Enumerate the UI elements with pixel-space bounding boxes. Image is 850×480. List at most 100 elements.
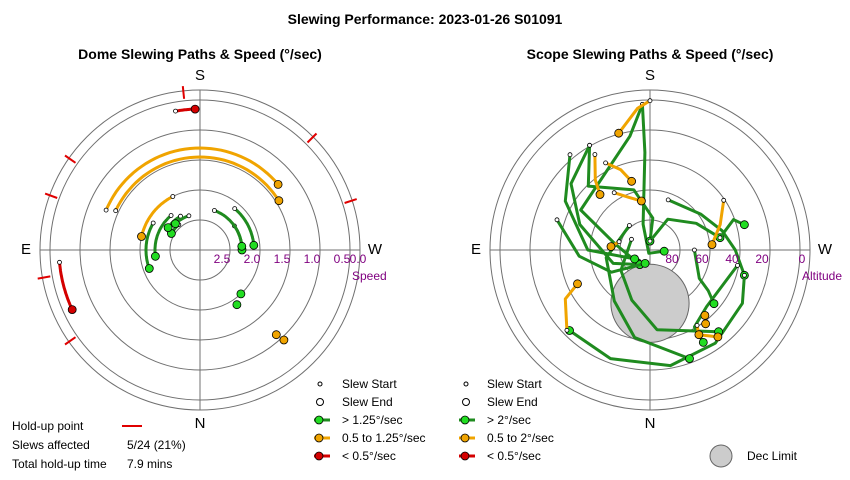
slew-end-point: [190, 104, 200, 114]
holdup-point: [344, 198, 358, 204]
legend-slew-end-marker: [462, 398, 470, 406]
scope-slew-paths: [554, 98, 749, 368]
dome-legend-medium: 0.5 to 1.25°/sec: [342, 431, 426, 445]
slew-start-point: [554, 217, 560, 223]
slew-start-point: [629, 236, 634, 242]
slew-start-point: [717, 235, 723, 241]
scope-slew-path: [555, 218, 647, 274]
dome-slew-arc: [140, 195, 174, 237]
scope-chart: Scope Slewing Paths & Speed (°/sec) S N …: [471, 46, 842, 432]
scope-slew-path: [579, 102, 644, 265]
slew-end-point: [236, 289, 246, 299]
slew-end-point: [144, 264, 154, 273]
legend-slew-start-marker: [463, 381, 469, 387]
dome-dir-right: W: [368, 241, 383, 258]
slew-end-point: [637, 196, 646, 206]
holdup-label: Hold-up point: [12, 419, 84, 433]
holdup-point: [37, 275, 51, 280]
slew-start-point: [694, 322, 700, 328]
radial-tick-label: 0.5: [334, 252, 351, 266]
dome-dir-top: S: [195, 67, 205, 84]
holdup-point: [181, 85, 186, 99]
slew-start-point: [647, 98, 653, 104]
scope-slew-path: [563, 153, 637, 261]
holdup-info: Hold-up point Slews affected 5/24 (21%) …: [12, 419, 186, 471]
dome-radial-unit: Speed: [352, 269, 387, 283]
slew-start-point: [692, 247, 697, 253]
dome-polar-grid: [39, 89, 361, 411]
slew-start-point: [616, 239, 622, 245]
scope-slew-path: [692, 248, 716, 306]
scope-chart-title: Scope Slewing Paths & Speed (°/sec): [527, 46, 774, 62]
scope-slew-path: [612, 191, 643, 203]
scope-slew-path: [604, 161, 634, 183]
scope-legend-dec-limit: Dec Limit: [747, 449, 798, 463]
radial-tick-label: 2.5: [214, 252, 231, 266]
scope-legend-medium: 0.5 to 2°/sec: [487, 431, 554, 445]
slew-start-point: [735, 262, 740, 268]
legend-slow-marker: [314, 451, 324, 461]
scope-slew-path: [648, 217, 722, 243]
scope-slew-path: [563, 282, 579, 332]
slew-end-point: [279, 335, 289, 345]
radial-tick-label: 60: [695, 252, 709, 266]
slew-end-point: [614, 128, 624, 138]
legend-dec-limit-marker: [709, 444, 733, 468]
slew-start-point: [592, 152, 598, 157]
dome-legend-slew-start: Slew Start: [342, 377, 397, 391]
slew-start-point: [611, 190, 617, 196]
scope-slew-path: [666, 198, 746, 277]
scope-dir-bottom: N: [645, 415, 656, 432]
slew-start-point: [665, 197, 671, 203]
radial-tick-label: 0: [799, 252, 806, 266]
scope-dir-right: W: [818, 241, 833, 258]
dome-dir-bottom: N: [195, 415, 206, 432]
scope-legend-slow: < 0.5°/sec: [487, 449, 541, 463]
slew-start-point: [168, 213, 174, 218]
dome-legend-slew-end: Slew End: [342, 395, 393, 409]
legend-medium-marker: [314, 433, 324, 443]
slew-start-point: [721, 197, 727, 203]
scope-legend-slew-start: Slew Start: [487, 377, 542, 391]
slew-end-point: [237, 241, 247, 251]
legend-medium-marker: [460, 433, 470, 443]
slew-end-point: [271, 330, 281, 340]
radial-tick-label: 80: [665, 252, 679, 266]
dome-dir-left: E: [21, 241, 31, 258]
holdup-point: [64, 336, 77, 346]
scope-slew-path: [640, 102, 666, 255]
slew-start-point: [113, 208, 119, 214]
slew-end-point: [709, 299, 719, 309]
holdup-time-label: Total hold-up time: [12, 457, 107, 471]
slew-end-point: [740, 220, 749, 230]
slew-start-point: [564, 327, 570, 333]
slew-start-point: [211, 208, 217, 213]
slew-start-point: [232, 206, 238, 212]
slew-end-point: [640, 258, 650, 268]
slew-start-point: [103, 207, 109, 213]
slew-end-point: [701, 319, 710, 329]
scope-radial-unit: Altitude: [802, 269, 842, 283]
slew-start-point: [150, 220, 156, 226]
slew-end-point: [700, 310, 710, 320]
scope-slew-path: [710, 198, 726, 247]
dome-slew-arc: [58, 262, 74, 311]
dome-slew-arc: [104, 146, 280, 211]
scope-slew-path: [568, 273, 746, 368]
dome-slew-arc: [144, 222, 155, 270]
holdup-point: [306, 132, 318, 144]
slew-end-point: [685, 354, 694, 364]
slew-end-point: [573, 279, 582, 289]
slew-end-point: [694, 330, 704, 340]
slew-end-point: [698, 337, 708, 347]
dome-legend: Slew Start Slew End > 1.25°/sec 0.5 to 1…: [314, 377, 426, 463]
slew-end-point: [273, 179, 283, 189]
radial-tick-label: 0.0: [350, 252, 367, 266]
scope-slew-path: [593, 153, 602, 196]
figure-title: Slewing Performance: 2023-01-26 S01091: [288, 11, 563, 27]
slew-end-point: [274, 196, 284, 206]
slew-end-point: [150, 251, 160, 261]
scope-radial-ticks: 80 60 40 20 0: [665, 252, 805, 266]
slews-affected-label: Slews affected: [12, 438, 90, 452]
